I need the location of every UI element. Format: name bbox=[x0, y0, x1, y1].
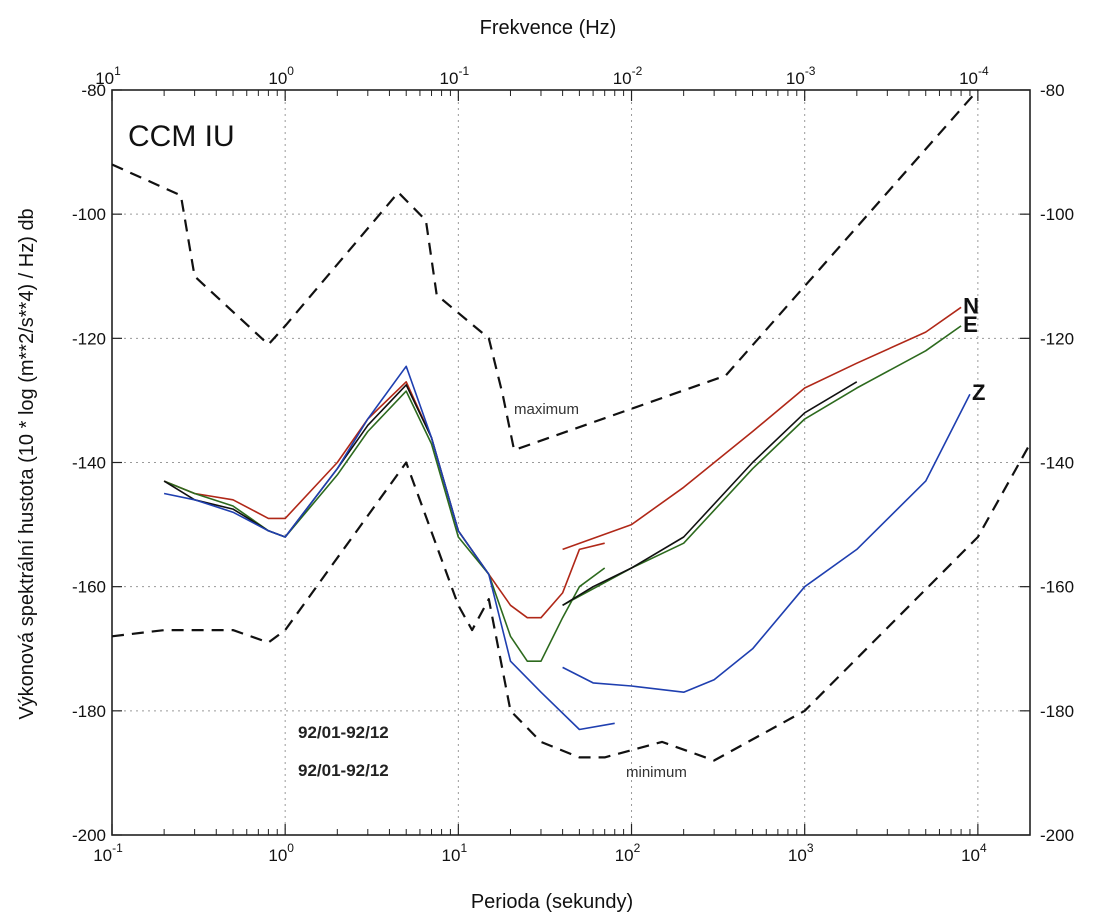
minimum-annotation: minimum bbox=[626, 764, 687, 781]
x-axis-title: Perioda (sekundy) bbox=[471, 891, 633, 913]
y-tick-label-3: -140 bbox=[72, 454, 106, 473]
y-right-tick-label-6: -200 bbox=[1040, 826, 1074, 845]
date-range-annotation-2: 92/01-92/12 bbox=[298, 761, 389, 780]
station-annotation: CCM IU bbox=[128, 120, 235, 153]
y-right-tick-label-3: -140 bbox=[1040, 454, 1074, 473]
date-range-annotation-1: 92/01-92/12 bbox=[298, 723, 389, 742]
y-tick-label-1: -100 bbox=[72, 205, 106, 224]
maximum-annotation: maximum bbox=[514, 401, 579, 418]
y-tick-label-4: -160 bbox=[72, 578, 106, 597]
series-z-label: Z bbox=[972, 380, 985, 405]
y-tick-label-0: -80 bbox=[81, 81, 106, 100]
y-right-tick-label-4: -160 bbox=[1040, 578, 1074, 597]
y-tick-label-2: -120 bbox=[72, 329, 106, 348]
y-tick-label-5: -180 bbox=[72, 702, 106, 721]
x2-axis-title: Frekvence (Hz) bbox=[480, 17, 617, 39]
y-axis-title: Výkonová spektrální hustota (10 * log (m… bbox=[16, 208, 38, 719]
y-tick-label-6: -200 bbox=[72, 826, 106, 845]
y-right-tick-label-1: -100 bbox=[1040, 205, 1074, 224]
y-right-tick-label-5: -180 bbox=[1040, 702, 1074, 721]
y-right-tick-label-2: -120 bbox=[1040, 329, 1074, 348]
y-right-tick-label-0: -80 bbox=[1040, 81, 1065, 100]
series-e-label: E bbox=[963, 312, 978, 337]
